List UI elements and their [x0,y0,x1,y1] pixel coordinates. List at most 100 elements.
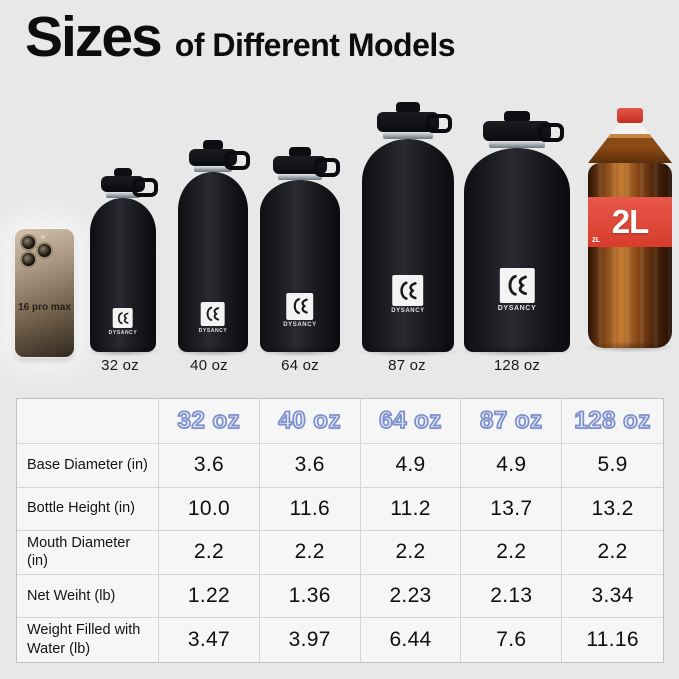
table-header-128oz: 128 oz [562,399,663,444]
bottle-size-label-32oz: 32 oz [101,357,139,374]
bottle-steel-ring [489,141,545,148]
brand-text: DYSANCY [108,330,138,336]
table-cell: 1.36 [259,574,361,619]
bottle-lid-with-handle [101,176,158,197]
dysancy-logo-icon [113,308,133,328]
bottle-size-label-128oz: 128 oz [493,357,541,374]
camera-lens-icon [22,236,35,249]
row-label-bottle-height: Bottle Height (in) [17,487,159,532]
table-cell: 11.2 [360,487,462,532]
cola-bottle-reference: 2L 2L [582,108,678,353]
table-cell: 2.2 [461,531,563,575]
row-label-weight-filled: Weight Filled with Water (lb) [17,618,159,662]
camera-flash-icon [41,235,45,239]
dysancy-logo-icon [286,293,314,320]
bottle-size-label-87oz: 87 oz [388,357,426,374]
table-cell: 5.9 [562,444,663,488]
table-cell: 2.2 [259,531,361,575]
title-subtitle: of Different Models [174,27,456,63]
bottle-size-label-40oz: 40 oz [190,357,228,374]
bottle-body: DYSANCY [260,180,340,352]
bottle-40oz: DYSANCY [172,140,254,357]
bottle-shadow [455,345,579,357]
bottle-size-label-64oz: 64 oz [281,357,319,374]
bottle-body: DYSANCY [464,148,570,352]
table-cell: 13.2 [562,488,663,532]
iphone-reference: 16 pro max [15,229,74,357]
dysancy-logo: DYSANCY [283,293,317,328]
table-cell: 11.16 [586,628,639,652]
table-cell: 6.44 [361,618,462,662]
bottle-steel-ring [106,192,140,198]
table-cell: 2.2 [562,531,663,575]
page-title: Sizes of Different Models [25,4,456,70]
dysancy-logo: DYSANCY [109,308,138,336]
table-cell: 7.6 [461,618,563,662]
table-cell: 2.2 [159,531,260,575]
cola-body: 2L 2L [588,163,672,348]
bottle-64oz: DYSANCY [253,147,347,357]
dysancy-logo: DYSANCY [391,275,425,314]
bottle-shadow [172,345,254,357]
brand-text: DYSANCY [497,305,537,312]
table-header-40oz: 40 oz [259,399,361,444]
row-label-mouth-diameter: Mouth Diameter (in) [17,531,159,575]
table-header-87oz: 87 oz [461,399,563,444]
bottle-cap-knob [396,102,420,112]
bottle-body: DYSANCY [362,139,454,352]
bottle-steel-ring [383,132,433,139]
cola-2l-text: 2L [611,203,650,240]
bottle-body: DYSANCY [178,172,248,352]
table-cell: 10.0 [159,487,260,532]
table-header-64oz: 64 oz [360,399,462,444]
title-word-sizes: Sizes [25,5,163,69]
table-cell: 4.9 [461,444,563,488]
table-cell: 4.9 [360,444,462,488]
cola-shadow [582,341,678,353]
table-cell: 3.97 [260,618,361,662]
bottle-shadow [253,345,347,357]
table-header-32oz: 32 oz [159,399,260,444]
bottle-cap-knob [203,140,223,149]
dysancy-logo: DYSANCY [498,268,536,312]
row-label-net-weight: Net Weiht (lb) [17,574,159,619]
table-cell: 1.22 [159,574,260,619]
bottle-shadow [84,345,162,357]
brand-text: DYSANCY [198,328,228,334]
brand-text: DYSANCY [391,308,425,314]
camera-lens-icon [38,244,51,257]
cola-neck [588,123,672,163]
table-cell: 3.47 [159,618,260,662]
bottle-body: DYSANCY [90,198,156,352]
table-cell: 3.34 [562,575,663,619]
table-cell: 2.23 [360,574,462,619]
brand-text: DYSANCY [283,322,317,328]
bottle-cap-knob [114,168,132,176]
bottle-32oz: DYSANCY [84,168,162,357]
cola-2l-small-text: 2L [592,237,601,244]
bottle-steel-ring [278,174,322,180]
sizes-comparison-table: 32 oz 40 oz 64 oz 87 oz 128 oz Base Diam… [16,398,664,663]
table-cell: 13.7 [461,487,563,532]
bottle-shadow [354,345,462,357]
table-cell: 3.6 [259,444,361,488]
row-label-base-diameter: Base Diameter (in) [17,444,159,488]
bottle-lid-with-handle [189,149,250,170]
camera-lens-icon [22,253,35,266]
bottle-cap-knob [504,111,530,121]
phone-model-label: 16 pro max [18,301,71,313]
bottle-128oz: DYSANCY [455,111,579,357]
product-lineup-scene: 16 pro max DYSANCY [0,80,679,380]
table-cell: 11.6 [259,487,361,532]
dysancy-logo-icon [392,275,424,306]
bottle-cap-knob [289,147,311,156]
bottle-steel-ring [194,166,232,172]
bottle-lid-with-handle [377,112,452,133]
dysancy-logo-icon [201,302,225,326]
dysancy-logo-icon [499,268,535,303]
table-cell: 2.13 [461,574,563,619]
bottle-lid-with-handle [483,121,564,142]
table-cell: 2.2 [360,531,462,575]
table-corner-cell [17,399,159,444]
